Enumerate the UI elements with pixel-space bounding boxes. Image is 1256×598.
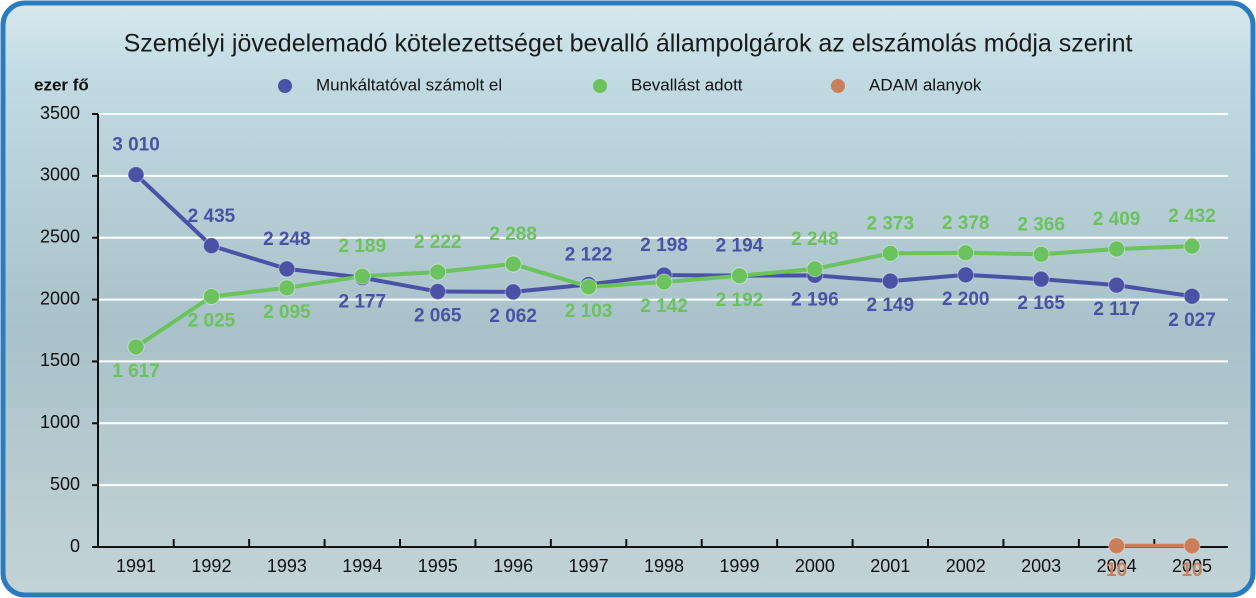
x-tick-label: 2003	[1021, 556, 1061, 576]
data-label: 2 366	[1017, 214, 1065, 235]
data-point	[1108, 537, 1126, 555]
data-label: 2 027	[1168, 310, 1216, 331]
x-tick-label: 2002	[946, 556, 986, 576]
data-label: 2 025	[188, 310, 236, 331]
data-label: 2 435	[188, 206, 236, 227]
legend-marker	[278, 79, 292, 93]
data-label: 2 373	[867, 213, 915, 234]
data-point	[580, 278, 598, 296]
x-tick-label: 2000	[795, 556, 835, 576]
data-point	[655, 273, 673, 291]
data-point	[127, 338, 145, 356]
y-tick-label: 2500	[40, 226, 80, 246]
x-tick-label: 1991	[116, 556, 156, 576]
data-point	[504, 283, 522, 301]
data-point	[730, 267, 748, 285]
y-tick-label: 3000	[40, 165, 80, 185]
data-point	[1108, 240, 1126, 258]
data-point	[1183, 237, 1201, 255]
x-tick-label: 1998	[644, 556, 684, 576]
data-point	[202, 237, 220, 255]
y-tick-label: 1000	[40, 412, 80, 432]
data-label: 2 149	[867, 295, 915, 316]
x-tick-label: 1996	[493, 556, 533, 576]
data-label: 2 432	[1168, 206, 1216, 227]
data-point	[957, 244, 975, 262]
data-label: 2 248	[791, 229, 839, 250]
x-tick-label: 2004	[1097, 556, 1137, 576]
data-label: 1 617	[112, 361, 160, 382]
data-label: 2 200	[942, 289, 990, 310]
legend-marker	[593, 79, 607, 93]
x-tick-label: 1999	[719, 556, 759, 576]
legend-label: ADAM alanyok	[869, 75, 982, 94]
data-point	[127, 166, 145, 184]
data-label: 2 378	[942, 213, 990, 234]
data-label: 2 122	[565, 244, 613, 265]
data-point	[353, 267, 371, 285]
data-point	[278, 260, 296, 278]
data-point	[504, 255, 522, 273]
x-tick-label: 1995	[418, 556, 458, 576]
data-label: 2 117	[1093, 299, 1140, 320]
data-point	[957, 266, 975, 284]
y-tick-label: 0	[70, 536, 80, 556]
legend-label: Bevallást adott	[631, 75, 743, 94]
x-tick-label: 1993	[267, 556, 307, 576]
data-label: 2 248	[263, 229, 311, 250]
data-point	[1032, 245, 1050, 263]
data-point	[202, 287, 220, 305]
data-label: 2 288	[489, 224, 537, 245]
x-tick-label: 1992	[191, 556, 231, 576]
x-tick-label: 2001	[870, 556, 910, 576]
data-label: 3 010	[112, 135, 160, 156]
y-tick-label: 2000	[40, 288, 80, 308]
x-tick-label: 1994	[342, 556, 382, 576]
data-label: 2 222	[414, 232, 462, 253]
data-point	[1032, 270, 1050, 288]
chart-title: Személyi jövedelemadó kötelezettséget be…	[124, 30, 1133, 58]
y-tick-label: 500	[50, 474, 80, 494]
data-point	[806, 260, 824, 278]
data-label: 2 177	[339, 292, 387, 313]
data-label: 2 065	[414, 306, 462, 327]
data-point	[278, 279, 296, 297]
data-label: 10	[1106, 560, 1127, 581]
data-label: 2 196	[791, 289, 839, 310]
data-point	[429, 283, 447, 301]
data-point	[1183, 537, 1201, 555]
data-label: 2 194	[716, 236, 764, 257]
y-tick-label: 1500	[40, 350, 80, 370]
data-label: 2 103	[565, 301, 613, 322]
data-label: 2 192	[716, 290, 764, 311]
data-label: 2 198	[640, 235, 688, 256]
data-label: 2 189	[339, 236, 387, 257]
data-label: 2 142	[640, 296, 688, 317]
data-label: 2 062	[489, 306, 537, 327]
data-point	[881, 244, 899, 262]
x-tick-label: 2005	[1172, 556, 1212, 576]
legend-marker	[831, 79, 845, 93]
data-label: 10	[1181, 560, 1202, 581]
data-label: 2 165	[1017, 293, 1065, 314]
y-tick-label: 3500	[40, 103, 80, 123]
data-label: 2 409	[1093, 209, 1141, 230]
x-tick-label: 1997	[569, 556, 609, 576]
data-point	[881, 272, 899, 290]
data-label: 2 095	[263, 302, 311, 323]
data-point	[1183, 287, 1201, 305]
y-axis-label: ezer fő	[34, 75, 89, 94]
data-point	[1108, 276, 1126, 294]
legend-label: Munkáltatóval számolt el	[316, 75, 502, 94]
data-point	[429, 263, 447, 281]
